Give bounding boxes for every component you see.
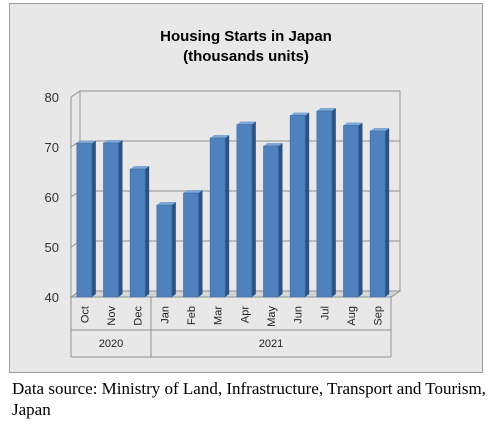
bar-front-sep bbox=[369, 130, 386, 298]
chart-title-line-1: Housing Starts in Japan bbox=[160, 28, 332, 45]
x-group-label-2021: 2021 bbox=[259, 338, 283, 350]
bar-top-jan bbox=[156, 202, 176, 205]
bar-top-sep bbox=[370, 128, 390, 131]
x-tick-label-aug: Aug bbox=[346, 306, 358, 326]
x-tick-label-may: May bbox=[266, 306, 278, 327]
bar-jan bbox=[156, 202, 176, 298]
bar-top-nov bbox=[103, 140, 123, 143]
bar-front-jun bbox=[289, 115, 306, 298]
bar-aug bbox=[343, 122, 363, 298]
x-tick-label-jun: Jun bbox=[293, 306, 305, 324]
bar-front-mar bbox=[209, 137, 226, 298]
x-tick-label-sep: Sep bbox=[373, 306, 385, 326]
bar-jul bbox=[316, 108, 336, 298]
bar-oct bbox=[76, 140, 96, 298]
bar-side-sep bbox=[385, 128, 390, 297]
x-tick-label-mar: Mar bbox=[213, 306, 225, 325]
bar-nov bbox=[103, 140, 123, 298]
x-tick-label-nov: Nov bbox=[106, 306, 118, 326]
bar-top-dec bbox=[130, 166, 150, 169]
data-source-note: Data source: Ministry of Land, Infrastru… bbox=[12, 379, 486, 419]
chart-frame: Housing Starts in Japan (thousands units)… bbox=[9, 3, 483, 373]
gridline-80 bbox=[70, 90, 400, 98]
bar-may bbox=[263, 143, 283, 298]
bar-front-oct bbox=[76, 143, 93, 298]
chart-title-line-2: (thousands units) bbox=[183, 48, 309, 65]
bar-top-mar bbox=[210, 135, 230, 138]
bar-top-jul bbox=[316, 108, 336, 111]
bar-top-oct bbox=[76, 140, 96, 144]
x-tick-label-jan: Jan bbox=[159, 306, 171, 324]
bar-side-dec bbox=[145, 166, 150, 297]
bar-side-oct bbox=[91, 140, 96, 297]
x-tick-label-oct: Oct bbox=[79, 306, 91, 323]
bar-side-feb bbox=[198, 190, 203, 297]
y-tick-label-40: 40 bbox=[45, 290, 59, 305]
bar-top-feb bbox=[183, 190, 203, 193]
y-tick-label-80: 80 bbox=[45, 90, 59, 105]
y-tick-label-70: 70 bbox=[45, 140, 59, 155]
bar-side-aug bbox=[358, 122, 363, 297]
bar-top-apr bbox=[236, 121, 256, 125]
bar-front-jul bbox=[316, 110, 333, 298]
bar-side-may bbox=[278, 143, 283, 297]
bar-side-nov bbox=[118, 140, 123, 297]
bar-apr bbox=[236, 121, 256, 298]
bar-side-mar bbox=[225, 135, 230, 297]
y-tick-label-60: 60 bbox=[45, 190, 59, 205]
bar-front-nov bbox=[103, 142, 119, 298]
bar-front-may bbox=[263, 145, 279, 298]
bar-side-jul bbox=[331, 108, 336, 297]
bar-jun bbox=[289, 112, 310, 298]
bar-top-aug bbox=[343, 122, 363, 126]
bar-front-jan bbox=[156, 204, 173, 298]
x-tick-label-dec: Dec bbox=[133, 306, 145, 326]
bar-side-jan bbox=[171, 202, 176, 297]
y-tick-label-50: 50 bbox=[45, 240, 59, 255]
bar-front-dec bbox=[129, 168, 146, 298]
bar-front-aug bbox=[343, 125, 359, 298]
bar-feb bbox=[183, 190, 203, 298]
x-group-label-2020: 2020 bbox=[99, 338, 123, 350]
bar-sep bbox=[369, 128, 390, 298]
x-tick-label-apr: Apr bbox=[239, 306, 251, 323]
bar-top-may bbox=[263, 143, 283, 146]
bar-front-apr bbox=[236, 124, 253, 298]
bar-side-apr bbox=[251, 121, 256, 297]
x-tick-label-feb: Feb bbox=[186, 306, 198, 325]
bar-front-feb bbox=[183, 192, 199, 298]
bar-top-jun bbox=[290, 112, 310, 116]
bar-mar bbox=[209, 135, 230, 298]
x-tick-label-jul: Jul bbox=[319, 306, 331, 320]
bar-side-jun bbox=[305, 112, 310, 297]
bar-dec bbox=[129, 166, 150, 298]
bar-chart: Housing Starts in Japan (thousands units)… bbox=[45, 28, 402, 358]
